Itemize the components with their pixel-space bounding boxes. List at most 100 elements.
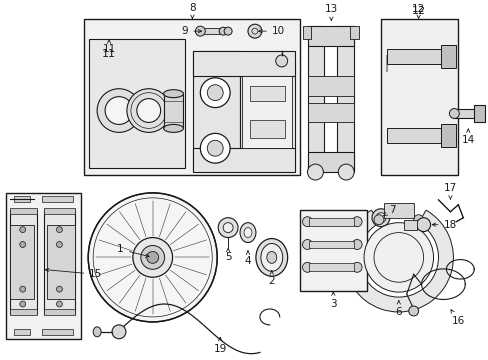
- Bar: [309, 264, 353, 271]
- Circle shape: [224, 27, 232, 35]
- Bar: [383, 203, 413, 218]
- Text: 6: 6: [395, 301, 401, 317]
- Text: 5: 5: [224, 248, 231, 262]
- Circle shape: [408, 306, 418, 316]
- Circle shape: [127, 89, 170, 132]
- Bar: [10, 309, 37, 315]
- Bar: [441, 45, 455, 68]
- Bar: [309, 240, 353, 248]
- Circle shape: [416, 218, 429, 231]
- Text: 16: 16: [450, 310, 464, 326]
- Circle shape: [307, 164, 323, 180]
- Text: 4: 4: [244, 251, 251, 266]
- Circle shape: [88, 193, 217, 322]
- Bar: [14, 329, 30, 335]
- Bar: [249, 121, 284, 138]
- Text: 10: 10: [258, 26, 285, 36]
- Text: 9: 9: [182, 26, 201, 36]
- Bar: [240, 61, 294, 170]
- Ellipse shape: [163, 125, 183, 132]
- Bar: [380, 19, 457, 175]
- Text: 1: 1: [117, 244, 149, 257]
- Bar: [193, 51, 240, 170]
- Bar: [43, 210, 75, 314]
- Ellipse shape: [266, 251, 276, 264]
- Bar: [203, 28, 220, 34]
- Circle shape: [302, 217, 312, 227]
- Ellipse shape: [240, 223, 255, 243]
- Bar: [163, 94, 183, 129]
- Bar: [302, 26, 311, 39]
- Ellipse shape: [163, 90, 183, 98]
- Circle shape: [200, 78, 230, 108]
- Circle shape: [351, 217, 361, 227]
- Circle shape: [373, 215, 383, 225]
- Circle shape: [413, 215, 423, 225]
- Bar: [193, 148, 294, 172]
- Ellipse shape: [255, 239, 287, 276]
- Bar: [452, 109, 477, 118]
- Text: 7: 7: [383, 205, 395, 216]
- Bar: [41, 329, 73, 335]
- Circle shape: [448, 109, 458, 118]
- Bar: [193, 51, 294, 76]
- Text: 13: 13: [324, 4, 337, 21]
- Text: 14: 14: [461, 129, 474, 145]
- Bar: [242, 76, 291, 148]
- Circle shape: [207, 85, 223, 100]
- Circle shape: [20, 286, 26, 292]
- Bar: [441, 125, 455, 147]
- Bar: [84, 19, 299, 175]
- Bar: [10, 210, 37, 314]
- Bar: [6, 193, 81, 339]
- Bar: [386, 49, 443, 64]
- Bar: [89, 39, 185, 168]
- Circle shape: [364, 223, 433, 292]
- Circle shape: [133, 238, 172, 277]
- Circle shape: [112, 325, 126, 339]
- Bar: [386, 129, 443, 143]
- Ellipse shape: [260, 243, 282, 271]
- Circle shape: [275, 55, 287, 67]
- Bar: [255, 247, 287, 267]
- Bar: [10, 225, 34, 299]
- Circle shape: [146, 251, 158, 264]
- Circle shape: [56, 227, 62, 233]
- Wedge shape: [344, 210, 452, 312]
- Circle shape: [351, 262, 361, 272]
- Bar: [43, 208, 75, 214]
- Text: 12: 12: [411, 4, 425, 18]
- Bar: [41, 196, 73, 202]
- Circle shape: [56, 286, 62, 292]
- Circle shape: [351, 239, 361, 249]
- Text: 15: 15: [45, 268, 102, 279]
- Text: 11: 11: [102, 49, 116, 59]
- Text: 18: 18: [431, 220, 456, 230]
- Circle shape: [56, 242, 62, 247]
- Bar: [307, 26, 353, 46]
- Circle shape: [371, 209, 389, 227]
- Text: 17: 17: [443, 183, 456, 199]
- Circle shape: [302, 262, 312, 272]
- Circle shape: [20, 227, 26, 233]
- Bar: [337, 26, 353, 170]
- Circle shape: [218, 218, 238, 238]
- Ellipse shape: [244, 228, 251, 238]
- Circle shape: [20, 242, 26, 247]
- Circle shape: [207, 140, 223, 156]
- Bar: [46, 225, 75, 299]
- Circle shape: [105, 96, 133, 125]
- Circle shape: [141, 246, 164, 269]
- Text: 3: 3: [329, 292, 336, 309]
- Circle shape: [338, 164, 353, 180]
- Circle shape: [195, 26, 205, 36]
- Circle shape: [219, 27, 226, 35]
- Circle shape: [97, 89, 141, 132]
- Bar: [10, 208, 37, 214]
- Text: 11: 11: [102, 40, 116, 54]
- Circle shape: [247, 24, 262, 38]
- Circle shape: [137, 99, 161, 122]
- Bar: [307, 26, 324, 170]
- Bar: [349, 26, 358, 39]
- Bar: [473, 105, 484, 122]
